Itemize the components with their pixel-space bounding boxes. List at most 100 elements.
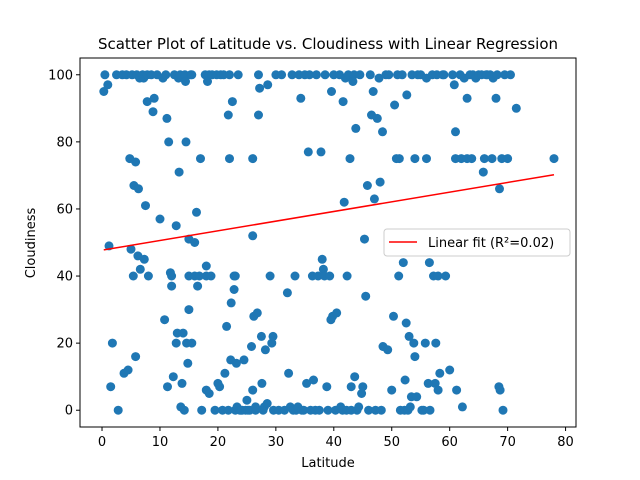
scatter-point <box>187 70 197 80</box>
scatter-point <box>346 382 356 392</box>
x-tick-label: 40 <box>326 435 343 450</box>
plot-area <box>99 70 559 415</box>
scatter-point <box>197 405 207 415</box>
legend-label: Linear fit (R²=0.02) <box>428 236 554 251</box>
scatter-point <box>181 77 190 86</box>
scatter-point <box>284 368 294 378</box>
scatter-point <box>384 70 394 80</box>
scatter-point <box>433 271 443 281</box>
scatter-point <box>401 318 411 328</box>
scatter-point <box>164 137 174 147</box>
scatter-point <box>320 70 330 80</box>
scatter-point <box>252 308 262 318</box>
scatter-point <box>206 271 216 281</box>
scatter-point <box>149 93 159 103</box>
scatter-point <box>400 375 410 385</box>
scatter-point <box>223 110 233 120</box>
scatter-point <box>162 113 172 123</box>
x-tick-label: 10 <box>152 435 169 450</box>
scatter-point <box>314 405 324 415</box>
scatter-point <box>204 389 214 398</box>
scatter-point <box>128 271 138 281</box>
scatter-point <box>452 385 462 395</box>
scatter-point <box>425 405 435 415</box>
x-axis: 0 10 20 30 40 50 60 70 80 <box>98 427 574 450</box>
y-tick-label: 80 <box>56 135 73 150</box>
scatter-point <box>239 355 249 365</box>
scatter-point <box>322 382 332 392</box>
y-tick-label: 100 <box>48 68 73 83</box>
legend-box <box>383 228 571 257</box>
scatter-point <box>183 358 193 368</box>
y-tick-label: 20 <box>56 337 73 352</box>
scatter-point <box>412 392 422 402</box>
scatter-point <box>103 80 113 90</box>
scatter-point <box>316 147 326 157</box>
scatter-point <box>498 405 508 415</box>
scatter-point <box>181 137 191 147</box>
scatter-point <box>131 352 141 362</box>
scatter-point <box>263 80 273 90</box>
scatter-point <box>262 399 272 408</box>
scatter-point <box>201 261 211 271</box>
scatter-point <box>305 70 314 80</box>
scatter-point <box>462 93 472 103</box>
scatter-point <box>174 167 184 177</box>
scatter-point <box>549 154 559 164</box>
y-axis-label: Cloudiness <box>24 208 39 279</box>
scatter-point <box>358 382 368 392</box>
x-tick-label: 80 <box>557 435 574 450</box>
axes-frame <box>79 57 577 428</box>
scatter-point <box>355 70 365 80</box>
x-tick-label: 30 <box>268 435 285 450</box>
scatter-point <box>230 271 240 281</box>
scatter-point <box>168 372 178 382</box>
scatter-point <box>309 375 318 385</box>
scatter-point <box>143 271 153 281</box>
scatter-point <box>267 338 277 348</box>
scatter-point <box>503 154 513 164</box>
scatter-point <box>404 331 414 341</box>
scatter-point <box>457 402 467 412</box>
scatter-point <box>357 389 367 398</box>
scatter-point <box>423 378 433 388</box>
scatter-point <box>431 338 441 348</box>
scatter-point <box>511 103 521 113</box>
scatter-point <box>135 264 145 274</box>
scatter-point <box>419 405 429 415</box>
scatter-point <box>369 194 379 204</box>
scatter-point <box>420 338 430 348</box>
scatter-point <box>362 181 372 190</box>
scatter-point <box>192 207 201 217</box>
scatter-point <box>394 271 404 281</box>
scatter-point <box>167 271 177 281</box>
scatter-point <box>196 154 205 164</box>
scatter-point <box>248 154 258 164</box>
scatter-point <box>338 97 348 107</box>
scatter-point <box>365 70 375 80</box>
scatter-point <box>360 234 369 244</box>
scatter-point <box>254 70 263 80</box>
scatter-point <box>313 271 323 281</box>
y-axis: 0 20 40 60 80 100 <box>48 68 80 419</box>
scatter-point <box>389 311 398 321</box>
scatter-point <box>491 93 501 103</box>
scatter-point <box>247 342 256 351</box>
scatter-point <box>257 378 267 388</box>
scatter-point <box>260 345 270 355</box>
scatter-point <box>190 238 200 247</box>
scatter-point <box>226 298 236 308</box>
scatter-point <box>402 90 412 100</box>
scatter-point <box>361 291 371 301</box>
scatter-point <box>422 154 431 164</box>
scatter-point <box>229 285 239 294</box>
scatter-point <box>139 254 149 264</box>
scatter-point <box>378 127 387 137</box>
scatter-point <box>487 154 497 164</box>
scatter-point <box>448 70 458 80</box>
scatter-point <box>495 385 505 395</box>
scatter-point <box>410 154 420 164</box>
x-axis-label: Latitude <box>301 456 355 471</box>
scatter-point <box>479 154 489 164</box>
scatter-point <box>317 254 327 264</box>
